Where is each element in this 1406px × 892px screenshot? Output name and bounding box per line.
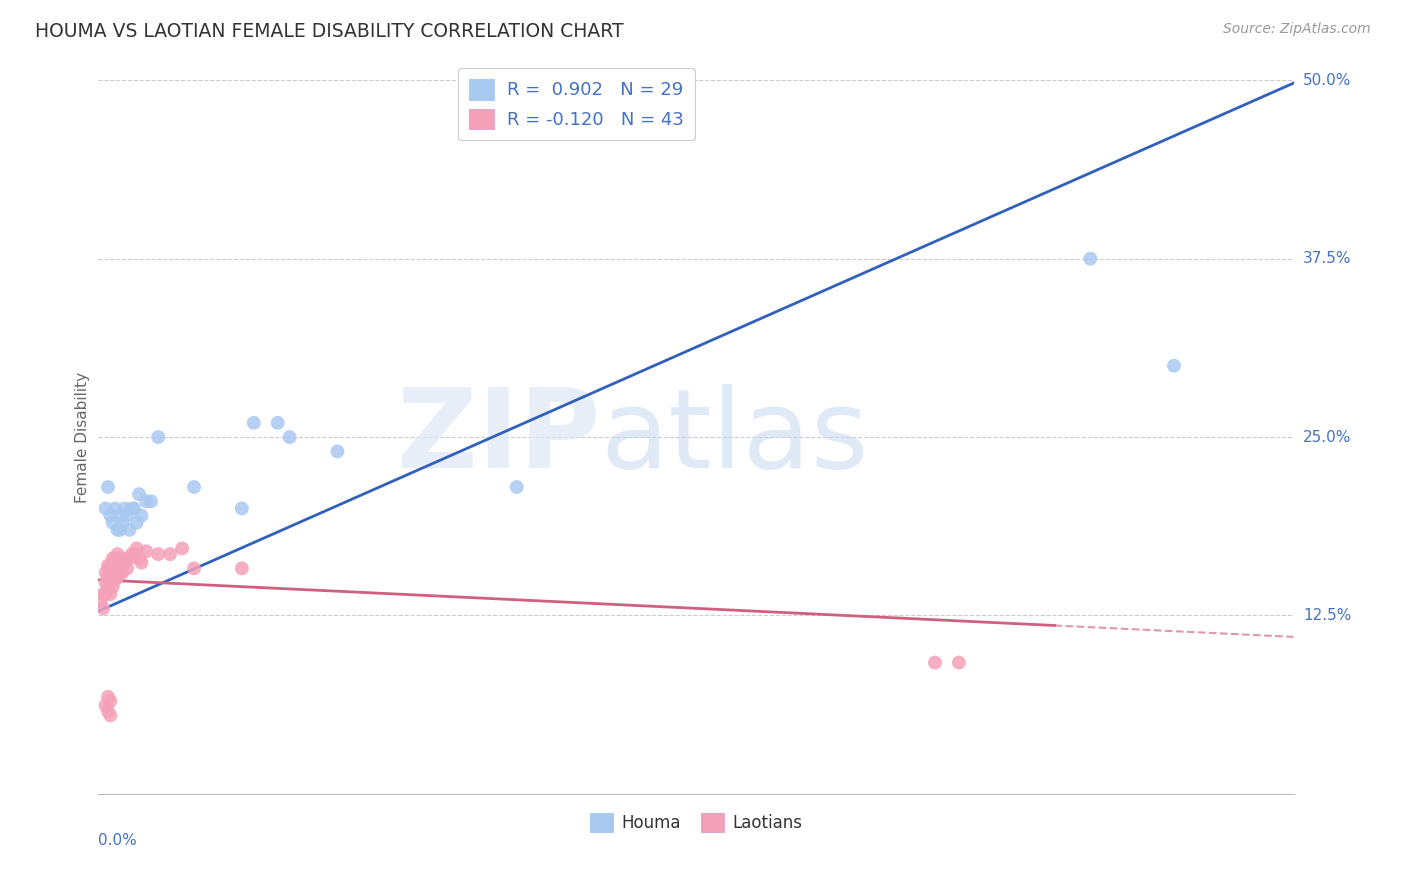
Point [94,501,117,516]
Point [118,551,141,566]
Point [183,561,205,575]
Legend: Houma, Laotians: Houma, Laotians [583,806,808,839]
Point [121,501,143,516]
Point [98,558,122,573]
Point [98,508,122,523]
Point [94,566,117,580]
Point [231,501,253,516]
Point [104,551,127,566]
Point [108,566,131,580]
Point [111,566,134,580]
Point [98,566,122,580]
Point [121,547,143,561]
Point [107,547,129,561]
Point [183,480,205,494]
Text: 50.0%: 50.0% [1303,73,1351,87]
Point [104,561,127,575]
Point [111,551,134,566]
Point [98,694,122,708]
Text: 25.0%: 25.0% [1303,430,1351,444]
Point [101,570,124,584]
Y-axis label: Female Disability: Female Disability [75,371,90,503]
Point [104,501,127,516]
Text: 37.5%: 37.5% [1303,252,1351,266]
Point [97,704,120,718]
Point [139,494,162,508]
Text: HOUMA VS LAOTIAN FEMALE DISABILITY CORRELATION CHART: HOUMA VS LAOTIAN FEMALE DISABILITY CORRE… [35,22,624,41]
Point [243,416,266,430]
Point [125,541,148,556]
Point [326,444,349,458]
Point [114,501,136,516]
Point [94,587,117,601]
Point [101,551,124,566]
Point [101,516,124,530]
Point [148,547,170,561]
Point [91,601,114,615]
Point [94,575,117,590]
Point [924,656,946,670]
Point [101,580,124,594]
Point [267,416,290,430]
Point [94,698,117,713]
Point [107,570,129,584]
Point [115,508,138,523]
Point [97,580,120,594]
Point [124,501,146,516]
Point [128,487,150,501]
Text: atlas: atlas [600,384,869,491]
Point [172,541,194,556]
Point [135,544,157,558]
Point [98,708,122,723]
Point [131,556,153,570]
Point [1080,252,1102,266]
Point [98,587,122,601]
Point [115,561,138,575]
Point [506,480,529,494]
Point [104,573,127,587]
Text: ZIP: ZIP [396,384,600,491]
Point [159,547,181,561]
Point [148,430,170,444]
Point [231,561,253,575]
Point [97,558,120,573]
Point [98,575,122,590]
Point [108,523,131,537]
Point [90,594,112,608]
Point [101,561,124,575]
Point [107,523,129,537]
Point [128,551,150,566]
Point [135,494,157,508]
Text: 12.5%: 12.5% [1303,608,1351,623]
Point [124,547,146,561]
Point [97,570,120,584]
Point [107,558,129,573]
Text: 0.0%: 0.0% [98,833,138,848]
Point [131,508,153,523]
Point [111,508,134,523]
Point [111,516,134,530]
Point [97,480,120,494]
Point [97,690,120,704]
Point [1163,359,1185,373]
Point [108,556,131,570]
Text: Source: ZipAtlas.com: Source: ZipAtlas.com [1223,22,1371,37]
Point [91,587,114,601]
Point [114,556,136,570]
Point [125,516,148,530]
Point [278,430,301,444]
Point [948,656,970,670]
Point [118,523,141,537]
